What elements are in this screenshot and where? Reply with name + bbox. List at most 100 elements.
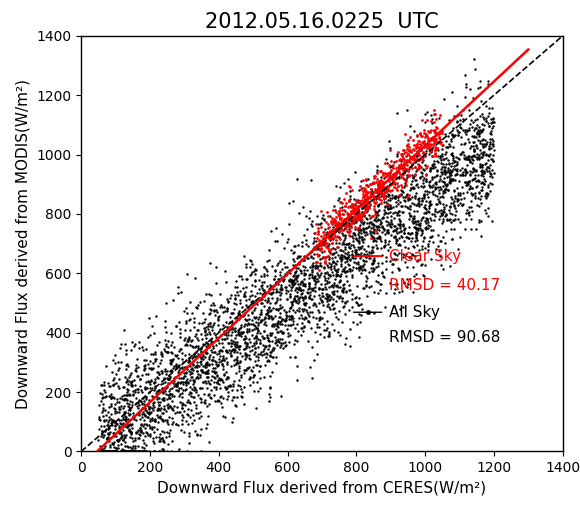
Point [320, 274, 329, 282]
Point [215, 290, 224, 298]
Point [398, 188, 408, 196]
Point [205, 390, 214, 398]
Point [435, 183, 444, 191]
Point [151, 389, 161, 398]
Point [266, 284, 275, 292]
Point [230, 346, 240, 354]
Point [157, 356, 166, 364]
Point [400, 196, 409, 204]
Point [476, 77, 485, 85]
Point [317, 292, 327, 300]
Point [130, 444, 140, 452]
Point [389, 249, 398, 257]
Point [403, 283, 412, 291]
Point [485, 140, 495, 148]
Point [434, 114, 444, 122]
Point [215, 358, 224, 366]
Point [427, 210, 437, 218]
Point [382, 228, 392, 236]
Point [304, 309, 313, 318]
Point [271, 305, 281, 313]
Point [300, 301, 310, 309]
Point [390, 250, 400, 259]
Point [175, 369, 184, 377]
Point [153, 425, 162, 433]
Point [436, 261, 445, 269]
Point [194, 362, 204, 370]
Point [404, 194, 413, 202]
Point [108, 393, 117, 401]
Point [167, 348, 176, 356]
Point [389, 233, 398, 242]
Point [199, 351, 208, 359]
Point [477, 192, 486, 200]
Point [206, 394, 215, 402]
Point [380, 159, 390, 167]
Point [167, 403, 176, 411]
Point [182, 379, 191, 387]
Point [388, 209, 397, 218]
Point [477, 161, 487, 169]
Point [324, 220, 333, 228]
Point [244, 343, 253, 351]
Point [425, 147, 434, 155]
Point [268, 367, 277, 376]
Point [149, 363, 158, 371]
Point [155, 338, 164, 346]
Point [299, 315, 309, 323]
Point [477, 163, 487, 171]
Point [356, 226, 365, 234]
Point [322, 324, 331, 332]
Point [459, 171, 468, 180]
Point [347, 186, 357, 194]
Point [365, 200, 374, 208]
Point [369, 265, 378, 273]
Point [419, 139, 428, 147]
Point [118, 447, 127, 456]
Point [331, 235, 340, 244]
Point [395, 198, 404, 206]
Point [313, 270, 322, 279]
Point [151, 432, 160, 441]
Point [205, 360, 214, 368]
Point [416, 173, 425, 182]
Point [462, 153, 471, 162]
Point [383, 196, 393, 204]
Point [405, 154, 414, 163]
Point [356, 185, 365, 193]
Point [376, 199, 385, 207]
Point [353, 210, 362, 218]
Point [256, 339, 265, 347]
Point [275, 290, 284, 299]
Point [392, 234, 401, 243]
Point [432, 167, 441, 175]
Point [259, 341, 268, 349]
Point [335, 183, 345, 191]
Point [317, 232, 326, 240]
Point [486, 128, 495, 136]
Point [376, 244, 385, 252]
Point [466, 189, 476, 197]
Point [149, 398, 158, 406]
Point [422, 115, 432, 124]
Point [275, 320, 284, 328]
Point [277, 288, 286, 297]
Point [184, 396, 193, 404]
Point [316, 207, 325, 215]
Point [206, 386, 216, 394]
Point [120, 408, 129, 417]
Point [419, 270, 428, 279]
Point [135, 407, 144, 415]
Point [302, 235, 311, 244]
Point [359, 176, 368, 185]
Point [381, 265, 390, 273]
Point [416, 231, 426, 240]
Point [231, 369, 241, 378]
Point [211, 397, 220, 405]
Point [197, 330, 206, 339]
Point [110, 409, 119, 417]
Point [408, 173, 418, 182]
Point [197, 447, 206, 455]
Point [487, 140, 496, 148]
Point [293, 280, 303, 288]
